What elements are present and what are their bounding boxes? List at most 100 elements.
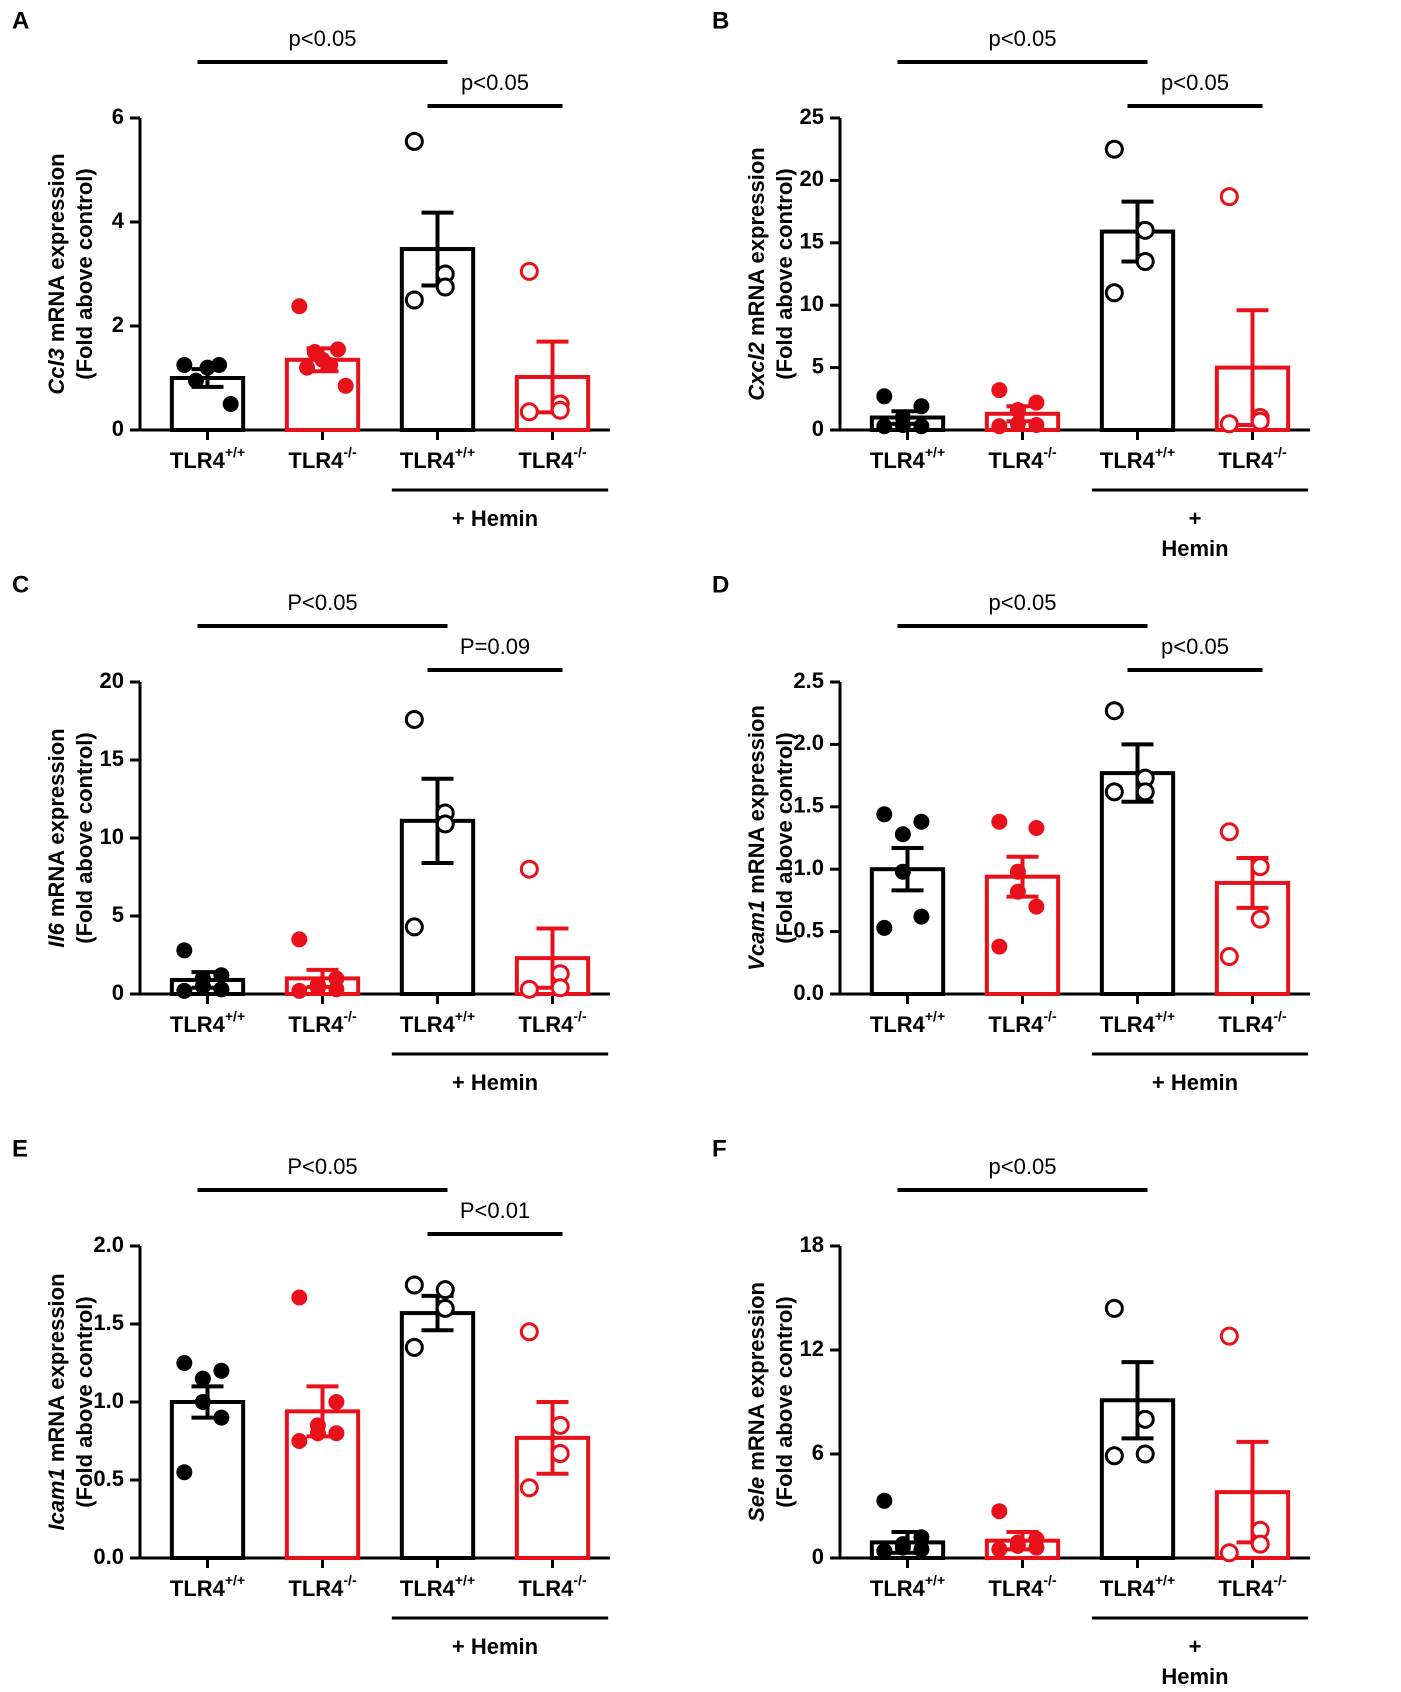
data-point: [519, 1478, 539, 1498]
y-tick-label: 4: [112, 208, 125, 233]
category-superscript: -/-: [343, 1572, 357, 1588]
y-tick-label: 0.5: [793, 917, 824, 942]
data-point: [1009, 402, 1026, 419]
panel-letter: A: [12, 7, 29, 34]
data-point: [1028, 820, 1045, 837]
x-tick-label: TLR4-/-: [518, 1008, 587, 1037]
data-point: [291, 982, 308, 999]
y-tick-label: 2.5: [793, 668, 824, 693]
data-point: [176, 982, 193, 999]
category-superscript: +/+: [925, 1008, 945, 1024]
data-point: [991, 813, 1008, 830]
data-point: [176, 942, 193, 959]
data-point: [1104, 782, 1124, 802]
y-axis-label: (Fold above control): [72, 1296, 97, 1507]
x-tick-label: TLR4+/+: [170, 1008, 245, 1037]
error-bar: [1121, 1360, 1154, 1441]
y-axis-text: mRNA expression: [44, 153, 69, 342]
data-point: [328, 1425, 345, 1442]
significance-label: p<0.05: [1161, 70, 1229, 95]
data-point: [876, 1492, 893, 1509]
y-tick-label: 0: [112, 416, 124, 441]
y-axis-gene: Vcam1: [744, 900, 769, 971]
category-superscript: +/+: [455, 444, 475, 460]
y-tick-label: 6: [812, 1440, 824, 1465]
category-name: TLR4: [288, 1012, 344, 1037]
category-superscript: -/-: [1043, 444, 1057, 460]
category-name: TLR4: [288, 1576, 344, 1601]
panel: E Icam1 mRNA expression (Fold above control…: [12, 1135, 610, 1659]
data-point: [1135, 1409, 1155, 1429]
category-superscript: -/-: [573, 1572, 587, 1588]
data-point: [894, 863, 911, 880]
y-axis-label: Il6 mRNA expression: [44, 728, 69, 947]
y-axis-label: Ccl3 mRNA expression: [44, 153, 69, 394]
data-point: [1250, 909, 1270, 929]
y-tick-label: 25: [800, 104, 824, 129]
category-superscript: -/-: [1273, 444, 1287, 460]
x-tick-label: TLR4-/-: [988, 1572, 1057, 1601]
data-point: [1028, 898, 1045, 915]
data-point: [1028, 417, 1045, 434]
significance-label: p<0.05: [461, 70, 529, 95]
category-name: TLR4: [870, 1012, 926, 1037]
data-point: [1028, 1539, 1045, 1556]
category-name: TLR4: [288, 448, 344, 473]
significance-label: P=0.09: [460, 634, 530, 659]
significance-label: p<0.05: [989, 26, 1057, 51]
y-axis-gene: Cxcl2: [744, 341, 769, 400]
data-point: [1104, 283, 1124, 303]
y-tick-label: 12: [800, 1336, 824, 1361]
y-axis-label: (Fold above control): [72, 732, 97, 943]
y-axis-gene: Ccl3: [44, 348, 69, 394]
data-point: [328, 1394, 345, 1410]
category-name: TLR4: [518, 1012, 574, 1037]
data-point: [291, 298, 308, 315]
data-point: [328, 981, 345, 998]
y-tick-label: 0.0: [93, 1544, 124, 1569]
category-name: TLR4: [1100, 448, 1156, 473]
data-point: [913, 1541, 930, 1558]
data-point: [291, 931, 308, 948]
data-point: [213, 981, 230, 998]
data-point: [291, 1289, 308, 1306]
y-axis-label: (Fold above control): [772, 1296, 797, 1507]
bar: [1099, 771, 1176, 996]
x-tick-label: TLR4-/-: [288, 1572, 357, 1601]
data-point: [1104, 1446, 1124, 1466]
x-tick-label: TLR4+/+: [170, 1572, 245, 1601]
y-tick-label: 0: [812, 416, 824, 441]
y-tick-label: 1.0: [93, 1388, 124, 1413]
data-point: [519, 979, 539, 999]
data-point: [1104, 1298, 1124, 1318]
data-point: [194, 1370, 211, 1387]
y-axis-label: Sele mRNA expression: [744, 1282, 769, 1522]
data-point: [1009, 415, 1026, 432]
category-name: TLR4: [518, 448, 574, 473]
category-superscript: +/+: [1155, 444, 1175, 460]
data-point: [991, 1503, 1008, 1520]
y-tick-label: 5: [112, 902, 124, 927]
category-superscript: -/-: [1273, 1572, 1287, 1588]
category-name: TLR4: [988, 1012, 1044, 1037]
error-bar: [536, 1400, 569, 1476]
y-tick-label: 2: [112, 312, 124, 337]
data-point: [894, 826, 911, 843]
data-point: [299, 359, 316, 376]
significance-label: p<0.05: [989, 590, 1057, 615]
data-point: [913, 398, 930, 415]
data-point: [876, 388, 893, 405]
y-tick-label: 1.0: [793, 855, 824, 880]
y-axis-gene: Il6: [44, 922, 69, 947]
bar: [169, 1400, 246, 1560]
data-point: [337, 377, 354, 394]
panel: C Il6 mRNA expression (Fold above control) 0…: [12, 571, 610, 1095]
data-point: [991, 1541, 1008, 1558]
data-point: [194, 1394, 211, 1410]
category-superscript: +/+: [225, 1008, 245, 1024]
data-point: [435, 814, 455, 834]
panel-letter: E: [12, 1135, 28, 1162]
data-point: [894, 417, 911, 434]
y-tick-label: 2.0: [793, 730, 824, 755]
y-tick-label: 5: [812, 353, 824, 378]
